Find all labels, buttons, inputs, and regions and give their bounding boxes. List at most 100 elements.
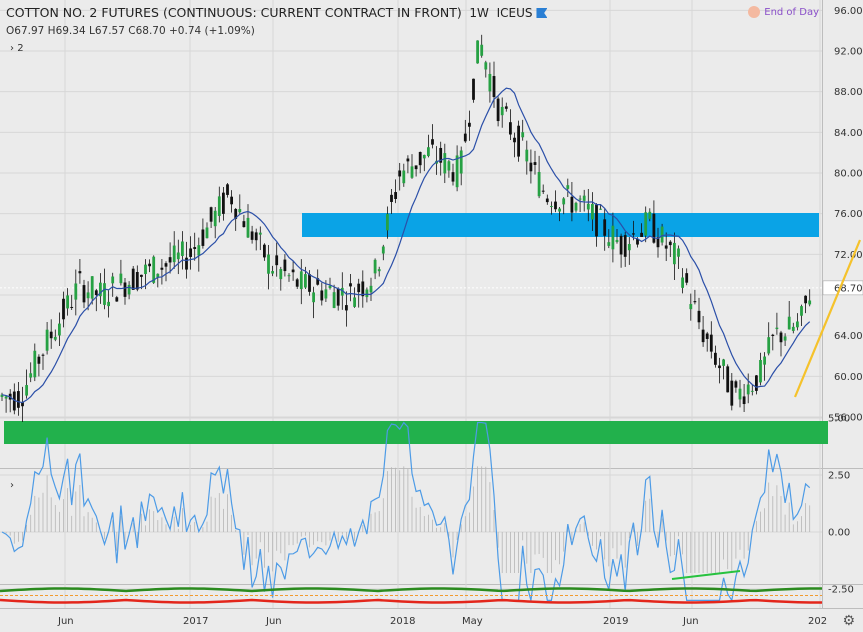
candle-body <box>373 259 377 274</box>
candle-body <box>197 245 201 256</box>
candle-body <box>529 162 533 172</box>
change-value: +0.74 (+1.09%) <box>169 25 255 37</box>
candle-body <box>369 285 373 293</box>
candle-body <box>455 155 459 188</box>
candle-body <box>12 391 16 411</box>
candle-body <box>755 375 758 391</box>
candle-body <box>295 279 299 287</box>
candle-body <box>480 44 484 56</box>
candle-body <box>267 254 270 274</box>
candle-body <box>451 172 455 182</box>
candle-body <box>619 235 623 255</box>
osc-tick-label: 5.00 <box>828 414 850 425</box>
flag-icon <box>536 8 548 18</box>
candle-body <box>570 196 574 213</box>
candle-body <box>673 242 676 265</box>
candle-body <box>697 310 701 323</box>
end-of-day-label: End of Day <box>764 6 819 18</box>
chart-header: COTTON NO. 2 FUTURES (CONTINUOUS: CURREN… <box>6 5 548 20</box>
gear-icon[interactable]: ⚙ <box>842 613 855 629</box>
candle-body <box>103 283 106 305</box>
candle-body <box>82 285 86 303</box>
candle-body <box>500 106 504 116</box>
price-tick-label: 88.00 <box>834 87 863 98</box>
candle-body <box>299 271 303 290</box>
candle-body <box>74 283 78 300</box>
candle-body <box>287 275 291 277</box>
osc-tick-label: 2.50 <box>828 471 850 482</box>
candle-body <box>353 297 356 307</box>
candle-body <box>644 212 648 236</box>
moving-average-line <box>1 87 811 404</box>
price-tick-label: 84.00 <box>834 128 863 139</box>
candle-body <box>189 248 192 257</box>
candle-body <box>558 208 561 212</box>
candle-body <box>254 232 258 241</box>
candle-body <box>476 40 479 64</box>
candle-body <box>775 327 779 330</box>
candle-body <box>246 217 250 238</box>
candle-body <box>640 232 643 237</box>
studies-toggle[interactable]: › 2 <box>10 43 24 54</box>
candle-body <box>209 207 213 222</box>
candle-body <box>427 147 430 157</box>
symbol-title[interactable]: COTTON NO. 2 FUTURES (CONTINUOUS: CURREN… <box>6 5 462 20</box>
price-tick-label: 64.00 <box>834 331 863 342</box>
candle-body <box>119 273 123 284</box>
candle-body <box>664 245 668 249</box>
candle-body <box>33 350 37 378</box>
price-tick-label: 76.00 <box>834 209 863 220</box>
chevron-right-icon: › <box>10 43 14 54</box>
candle-body <box>0 394 4 397</box>
candle-body <box>779 332 783 343</box>
candle-body <box>123 282 127 297</box>
candle-body <box>636 239 639 245</box>
candle-body <box>263 244 266 258</box>
candle-body <box>763 356 766 365</box>
candle-body <box>800 306 803 316</box>
candle-body <box>377 269 381 272</box>
candle-body <box>767 337 771 354</box>
candle-body <box>41 354 45 356</box>
candle-body <box>107 301 110 307</box>
candle-body <box>21 402 24 407</box>
candle-body <box>242 221 246 228</box>
candle-body <box>472 78 475 100</box>
candle-body <box>418 151 422 166</box>
candle-body <box>791 326 795 331</box>
candle-body <box>677 248 680 257</box>
candle-body <box>86 292 90 299</box>
candle-body <box>29 373 33 378</box>
candle-body <box>521 132 525 138</box>
candle-body <box>222 192 225 214</box>
candle-body <box>53 336 57 340</box>
interval-label[interactable]: 1W <box>469 6 489 20</box>
divergence-line <box>671 570 741 580</box>
candle-body <box>734 381 738 388</box>
clock-icon <box>748 6 761 18</box>
candle-body <box>599 208 602 210</box>
candle-body <box>463 133 467 142</box>
candle-body <box>615 239 619 243</box>
end-of-day-badge[interactable]: End of Day <box>748 6 819 18</box>
candle-body <box>205 227 209 239</box>
candle-body <box>513 137 516 143</box>
candle-body <box>714 352 717 365</box>
candle-body <box>234 208 238 219</box>
candle-body <box>386 213 389 231</box>
candle-body <box>140 274 143 277</box>
pane-collapse-toggle[interactable]: › <box>10 480 14 491</box>
time-tick-label: May <box>462 616 483 627</box>
candle-body <box>394 192 397 199</box>
candle-body <box>705 333 709 339</box>
candle-body <box>652 213 656 243</box>
candle-body <box>336 288 340 306</box>
candle-body <box>796 321 799 328</box>
candle-body <box>99 282 102 297</box>
candle-body <box>17 391 20 408</box>
candle-body <box>148 263 151 267</box>
candle-body <box>541 190 545 192</box>
candle-body <box>304 274 307 288</box>
candle-body <box>357 283 361 293</box>
